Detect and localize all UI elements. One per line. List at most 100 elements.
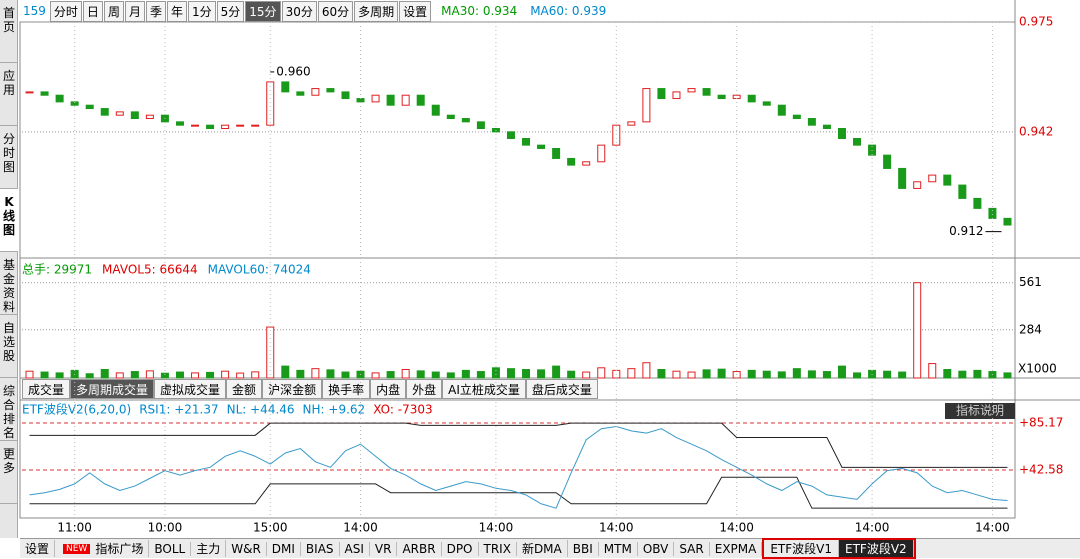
tab[interactable]: 换手率	[322, 379, 371, 399]
indicator-tab[interactable]: ETF波段V2	[839, 540, 914, 557]
candle	[386, 94, 395, 106]
period-button[interactable]: 月	[124, 0, 145, 22]
volume-bar	[762, 370, 771, 379]
indicator-tab[interactable]: EXPMA	[710, 541, 763, 556]
tab[interactable]: 成交量	[22, 379, 71, 399]
candle	[431, 104, 440, 116]
candle	[281, 81, 290, 93]
volume-bar	[371, 372, 380, 379]
indicator-square[interactable]: 指标广场	[90, 540, 150, 557]
volume-bar	[672, 370, 681, 379]
period-button[interactable]: 分时	[49, 0, 82, 22]
nav-item[interactable]: K线图	[0, 189, 18, 252]
period-button[interactable]: 多周期	[354, 0, 399, 22]
indicator-tab[interactable]: DMI	[267, 541, 301, 556]
volume-bar	[85, 373, 94, 379]
nav-item[interactable]: 综合排名	[0, 378, 18, 441]
period-button[interactable]: 15分	[245, 0, 281, 22]
candle	[85, 104, 94, 110]
indicator-tab[interactable]: BBI	[568, 541, 599, 556]
tab[interactable]: 多周期成交量	[70, 379, 155, 399]
indicator-tab[interactable]: DPO	[442, 541, 479, 556]
candle	[762, 101, 771, 106]
tab[interactable]: 外盘	[406, 379, 443, 399]
indicator-tab[interactable]: W&R	[226, 541, 267, 556]
indicator-tab[interactable]: ETF波段V1	[764, 540, 840, 557]
volume-bar	[221, 370, 230, 379]
candle	[25, 91, 34, 94]
x-tick-label: 14:00	[975, 521, 1010, 535]
volume-bar	[160, 372, 169, 379]
volume-bar	[506, 368, 515, 379]
indicator-tab[interactable]: 新DMA	[517, 540, 568, 557]
nav-item[interactable]: 分时图	[0, 126, 18, 189]
settings-button[interactable]: 设置	[20, 540, 56, 557]
indicator-tab[interactable]: OBV	[638, 541, 675, 556]
candle	[792, 114, 801, 120]
indicator-tab[interactable]: BIAS	[301, 541, 340, 556]
tab[interactable]: AI立桩成交量	[442, 379, 526, 399]
sidebar: 首页 应用 分时图 K线图 基金资料 自选股 综合排名 更多	[0, 0, 18, 538]
period-button[interactable]: 1分	[188, 0, 216, 22]
tab[interactable]: 盘后成交量	[525, 379, 598, 399]
indicator-tab[interactable]: SAR	[674, 541, 710, 556]
candle	[777, 104, 786, 116]
nav-item[interactable]: 基金资料	[0, 252, 18, 315]
volume-bar	[582, 371, 591, 379]
period-button[interactable]: 设置	[399, 0, 432, 22]
period-button[interactable]: 5分	[216, 0, 245, 22]
y-tick-label: +42.58	[1019, 463, 1063, 477]
period-button[interactable]: 年	[166, 0, 187, 22]
y-tick-label: 0.975	[1019, 15, 1053, 29]
volume-bar	[206, 371, 215, 379]
candle	[461, 118, 470, 123]
indicator-tab[interactable]: BOLL	[149, 541, 192, 556]
nav-item[interactable]: 自选股	[0, 315, 18, 378]
volume-bar	[687, 371, 696, 379]
candle	[702, 88, 711, 96]
candle	[672, 91, 681, 100]
candle	[898, 167, 907, 189]
candle	[642, 88, 651, 123]
candle	[130, 111, 139, 120]
candle	[612, 124, 621, 146]
indicator-tab[interactable]: 主力	[191, 540, 227, 557]
volume-bar	[943, 369, 952, 379]
volume-bar	[822, 371, 831, 379]
volume-bar	[747, 369, 756, 379]
tab[interactable]: 沪深金额	[262, 379, 323, 399]
toolbar: 159 分时日周月季年 1分 5分 15分 30分 60分 多周期 设置 MA30: 0.934 M…	[20, 0, 1020, 22]
volume-bar	[552, 365, 561, 379]
period-button[interactable]: 季	[145, 0, 166, 22]
tab[interactable]: 内盘	[370, 379, 407, 399]
volume-bar	[100, 369, 109, 379]
indicator-header: ETF波段V2(6,20,0)	[22, 402, 131, 417]
indicator-tab[interactable]: MTM	[599, 541, 638, 556]
period-button[interactable]: 60分	[317, 0, 354, 22]
nav-item[interactable]: 首页	[0, 0, 18, 63]
indicator-tab[interactable]: VR	[370, 541, 398, 556]
indicator-tab[interactable]: ASI	[340, 541, 370, 556]
volume-bar	[883, 370, 892, 379]
tab[interactable]: 虚拟成交量	[154, 379, 227, 399]
indicator-tab[interactable]: TRIX	[479, 541, 517, 556]
candle	[40, 91, 49, 96]
volume-bar	[251, 371, 260, 379]
x-tick-label: 14:00	[599, 521, 634, 535]
period-button[interactable]: 日	[82, 0, 103, 22]
volume-bar	[627, 368, 636, 379]
nav-item[interactable]: 应用	[0, 63, 18, 126]
volume-header: 总手: 29971	[22, 263, 92, 277]
nav-item[interactable]: 更多	[0, 441, 18, 504]
period-button[interactable]: 30分	[281, 0, 317, 22]
volume-bar	[25, 370, 34, 379]
indicator-tab[interactable]: ARBR	[397, 541, 442, 556]
x-tick-label: 14:00	[855, 521, 890, 535]
tab[interactable]: 金额	[226, 379, 263, 399]
candle	[446, 114, 455, 120]
x-tick-label: 14:00	[343, 521, 378, 535]
unit-label: X1000	[1018, 362, 1057, 376]
period-button[interactable]: 周	[103, 0, 124, 22]
code: 159	[23, 4, 46, 18]
volume-bar	[296, 369, 305, 379]
